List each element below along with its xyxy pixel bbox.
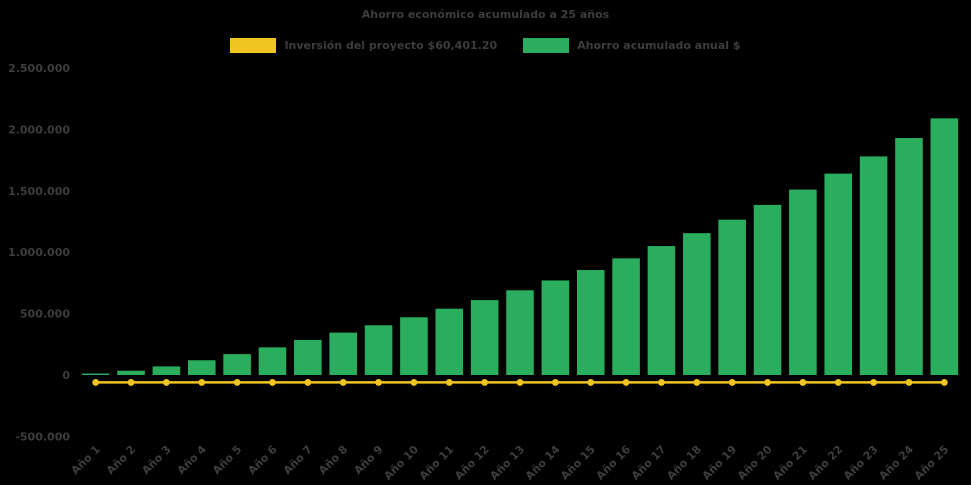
bar-año-1[interactable]: [81, 373, 110, 375]
x-axis-tick-label: Año 18: [664, 443, 704, 483]
legend-swatch-savings: [523, 38, 570, 53]
x-axis-tick-label: Año 15: [558, 443, 598, 483]
x-axis-tick-label: Año 4: [175, 443, 209, 477]
y-axis-tick-label: 500.000: [20, 308, 70, 321]
investment-line-point: [163, 379, 170, 386]
x-axis-tick-label: Año 25: [912, 443, 952, 483]
y-axis-tick-label: 0: [62, 369, 70, 382]
bar-año-14[interactable]: [541, 280, 570, 375]
investment-line-point: [198, 379, 206, 386]
bar-año-10[interactable]: [400, 317, 428, 375]
bar-año-20[interactable]: [753, 204, 782, 375]
investment-line-point: [551, 379, 559, 386]
y-axis-tick-label: 1.000.000: [8, 246, 70, 259]
bar-año-4[interactable]: [187, 360, 216, 375]
bar-año-16[interactable]: [612, 258, 640, 375]
investment-line-point: [834, 379, 842, 386]
bar-año-2[interactable]: [117, 370, 145, 375]
x-axis-tick-label: Año 12: [452, 443, 492, 483]
bar-año-25[interactable]: [930, 118, 959, 376]
chart-title: Ahorro económico acumulado a 25 años: [361, 8, 610, 21]
y-axis-tick-label: 1.500.000: [8, 185, 70, 198]
bar-año-9[interactable]: [364, 325, 393, 375]
bar-año-23[interactable]: [859, 156, 888, 375]
investment-line-point: [764, 379, 771, 386]
investment-line-point: [445, 379, 453, 386]
investment-line-point: [905, 379, 913, 386]
x-axis-tick-label: Año 3: [139, 443, 173, 477]
x-axis-tick-label: Año 8: [316, 443, 350, 477]
legend-item-savings[interactable]: Ahorro acumulado anual $: [523, 38, 741, 53]
investment-line-point: [304, 379, 312, 386]
investment-line-point: [92, 379, 100, 386]
bar-año-19[interactable]: [718, 219, 746, 375]
legend-label-investment: Inversión del proyecto $60,401.20: [284, 39, 498, 52]
x-axis-tick-label: Año 10: [381, 443, 421, 483]
x-axis-tick-label: Año 1: [69, 443, 103, 477]
x-axis-tick-label: Año 19: [700, 443, 740, 483]
legend-item-investment[interactable]: Inversión del proyecto $60,401.20: [230, 38, 497, 53]
x-axis-tick-label: Año 5: [210, 443, 244, 477]
bar-año-8[interactable]: [329, 332, 357, 375]
bar-año-5[interactable]: [223, 354, 251, 375]
bar-año-3[interactable]: [152, 366, 181, 375]
x-axis-tick-label: Año 2: [104, 443, 138, 477]
x-axis-tick-label: Año 6: [245, 443, 279, 477]
x-axis-tick-label: Año 7: [281, 443, 315, 477]
investment-line-point: [728, 379, 736, 386]
investment-line-point: [587, 379, 595, 386]
investment-line-point: [799, 379, 807, 386]
x-axis-tick-label: Año 24: [876, 443, 916, 483]
investment-line-point: [481, 379, 489, 386]
bar-año-21[interactable]: [789, 189, 817, 375]
investment-line-point: [339, 379, 347, 386]
investment-line-point: [127, 379, 135, 386]
bar-año-22[interactable]: [824, 173, 853, 375]
legend-swatch-investment: [230, 38, 277, 53]
y-axis-tick-label: 2.000.000: [8, 123, 70, 136]
investment-line-point: [233, 379, 241, 386]
legend-label-savings: Ahorro acumulado anual $: [577, 39, 741, 52]
bar-año-11[interactable]: [435, 308, 464, 375]
bar-año-7[interactable]: [294, 340, 322, 375]
bar-año-18[interactable]: [683, 233, 711, 375]
x-axis-tick-label: Año 9: [351, 443, 385, 477]
x-axis-tick-label: Año 21: [770, 443, 810, 483]
y-axis-tick-label: 2.500.000: [8, 62, 70, 75]
investment-line-point: [375, 379, 382, 386]
y-axis-tick-label: -500.000: [15, 430, 70, 443]
investment-line-point: [269, 379, 276, 386]
x-axis-tick-label: Año 17: [629, 443, 669, 483]
investment-line-point: [516, 379, 524, 386]
bar-año-13[interactable]: [506, 290, 534, 375]
x-axis-tick-label: Año 11: [417, 443, 457, 483]
x-axis-tick-label: Año 13: [487, 443, 527, 483]
x-axis-tick-label: Año 23: [841, 443, 881, 483]
chart-legend: Inversión del proyecto $60,401.20 Ahorro…: [0, 38, 971, 53]
x-axis-tick-label: Año 14: [523, 443, 563, 483]
investment-line-point: [658, 379, 665, 386]
investment-line-point: [940, 379, 948, 386]
investment-line-point: [410, 379, 418, 386]
bar-año-15[interactable]: [576, 270, 605, 375]
bar-año-12[interactable]: [470, 300, 499, 375]
investment-line-point: [693, 379, 701, 386]
x-axis-tick-label: Año 22: [806, 443, 846, 483]
bar-año-6[interactable]: [258, 347, 287, 375]
x-axis-tick-label: Año 16: [594, 443, 634, 483]
x-axis-tick-label: Año 20: [735, 443, 775, 483]
bar-año-24[interactable]: [895, 137, 923, 375]
investment-line-point: [870, 379, 877, 386]
bar-año-17[interactable]: [647, 246, 676, 375]
investment-line-point: [622, 379, 630, 386]
